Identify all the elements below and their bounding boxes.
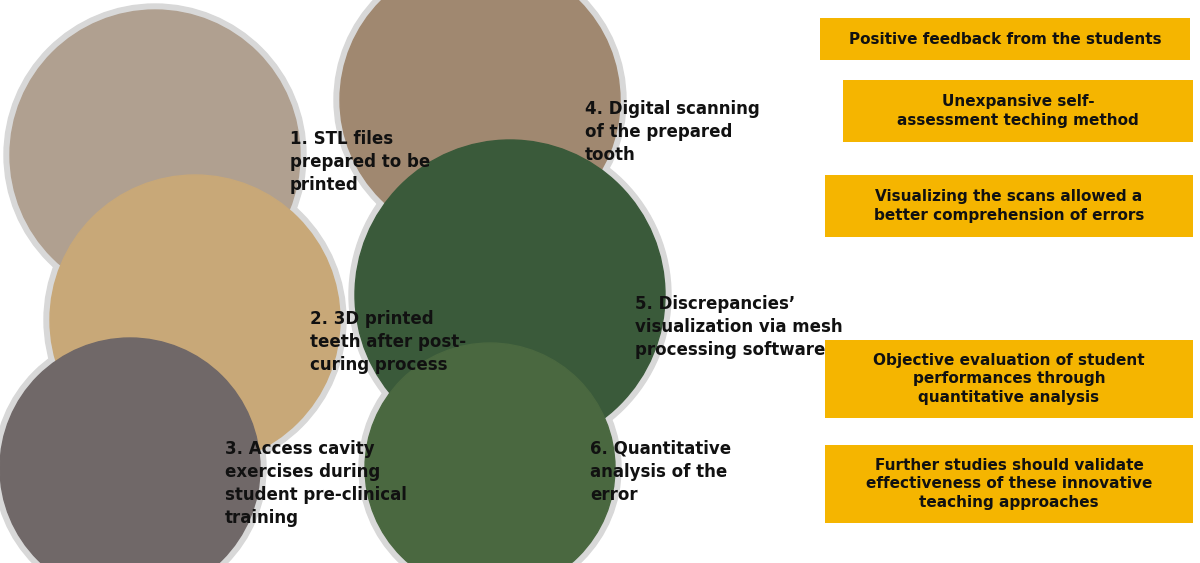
Circle shape xyxy=(349,134,671,456)
Circle shape xyxy=(359,337,622,563)
Bar xyxy=(826,340,1193,418)
Circle shape xyxy=(340,0,620,240)
Text: 2. 3D printed
teeth after post-
curing process: 2. 3D printed teeth after post- curing p… xyxy=(310,310,466,374)
Bar xyxy=(820,18,1190,60)
Circle shape xyxy=(4,4,306,306)
Text: 6. Quantitative
analysis of the
error: 6. Quantitative analysis of the error xyxy=(590,440,731,504)
Text: Objective evaluation of student
performances through
quantitative analysis: Objective evaluation of student performa… xyxy=(874,353,1145,405)
Circle shape xyxy=(0,332,266,563)
Circle shape xyxy=(365,343,616,563)
Circle shape xyxy=(0,338,260,563)
Text: Visualizing the scans allowed a
better comprehension of errors: Visualizing the scans allowed a better c… xyxy=(874,189,1144,223)
Circle shape xyxy=(334,0,626,246)
Bar xyxy=(826,175,1193,237)
Circle shape xyxy=(50,175,340,465)
Circle shape xyxy=(355,140,665,450)
Text: 5. Discrepancies’
visualization via mesh
processing software: 5. Discrepancies’ visualization via mesh… xyxy=(635,295,842,359)
Text: 1. STL files
prepared to be
printed: 1. STL files prepared to be printed xyxy=(290,130,431,194)
Circle shape xyxy=(10,10,300,300)
Text: 4. Digital scanning
of the prepared
tooth: 4. Digital scanning of the prepared toot… xyxy=(586,100,760,164)
Text: Positive feedback from the students: Positive feedback from the students xyxy=(848,32,1162,47)
Text: Further studies should validate
effectiveness of these innovative
teaching appro: Further studies should validate effectiv… xyxy=(866,458,1152,510)
Text: 3. Access cavity
exercises during
student pre-clinical
training: 3. Access cavity exercises during studen… xyxy=(226,440,407,527)
Circle shape xyxy=(44,169,346,471)
Text: Unexpansive self-
assessment teching method: Unexpansive self- assessment teching met… xyxy=(898,94,1139,128)
Bar xyxy=(842,80,1193,142)
Bar xyxy=(826,445,1193,523)
